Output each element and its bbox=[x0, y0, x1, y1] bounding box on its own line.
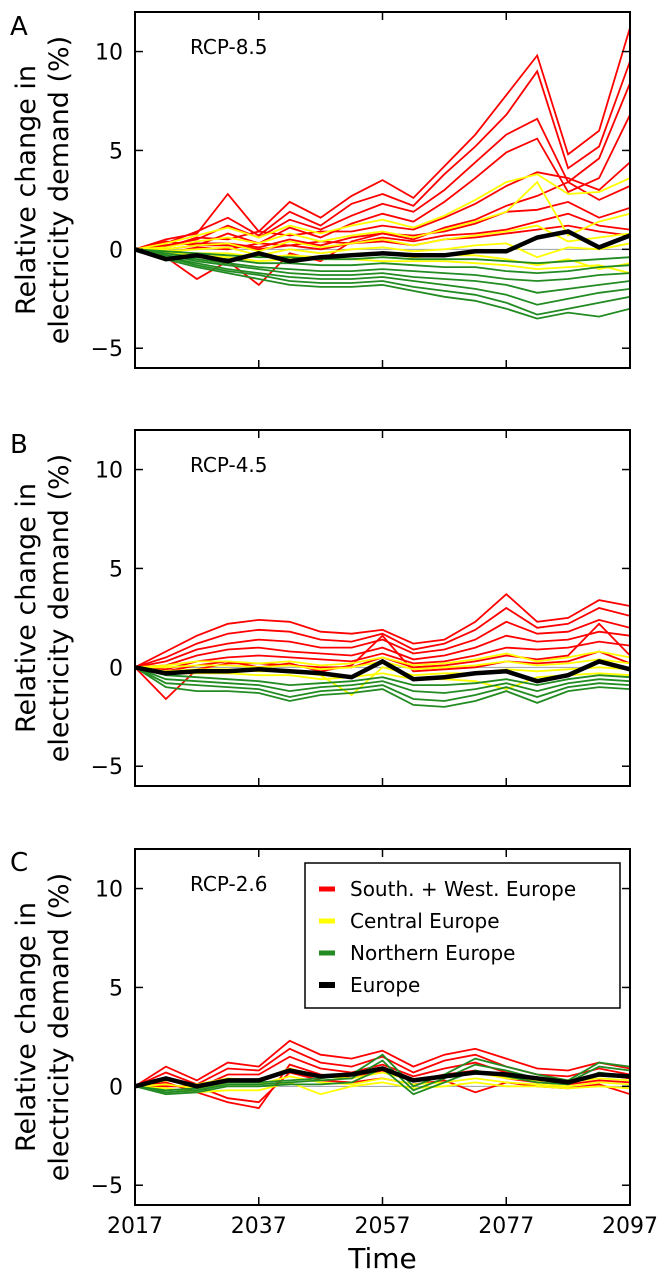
legend-label: Central Europe bbox=[350, 909, 500, 933]
series-line-south-west-europe-3 bbox=[135, 114, 630, 251]
series-group bbox=[135, 592, 630, 708]
series-line-south-west-europe-1 bbox=[135, 1047, 630, 1088]
y-axis-label-line-2: electricity demand (%) bbox=[44, 36, 75, 344]
scenario-annotation: RCP-2.6 bbox=[190, 872, 268, 896]
y-tick-label: −5 bbox=[91, 1174, 123, 1199]
panel-letter: C bbox=[10, 848, 28, 878]
scenario-annotation: RCP-4.5 bbox=[190, 453, 268, 477]
series-line-northern-europe-13 bbox=[135, 666, 630, 702]
series-line-south-west-europe-0 bbox=[135, 592, 630, 669]
series-line-northern-europe-21 bbox=[135, 248, 630, 320]
series-line-europe-11 bbox=[134, 1066, 631, 1089]
x-tick-label: 2097 bbox=[602, 1214, 658, 1239]
y-tick-label: 0 bbox=[109, 1075, 123, 1100]
plot-frame bbox=[134, 429, 631, 787]
series-line-south-west-europe-4 bbox=[135, 640, 630, 671]
series-line-northern-europe-15 bbox=[135, 248, 630, 265]
scenario-annotation: RCP-8.5 bbox=[190, 35, 268, 59]
series-line-central-europe-7 bbox=[135, 650, 630, 669]
series-group bbox=[135, 1039, 630, 1110]
series-line-northern-europe-14 bbox=[135, 666, 630, 708]
y-axis-label-line-1: Relative change in bbox=[11, 483, 42, 733]
series-line-central-europe-11 bbox=[135, 224, 630, 253]
series-line-south-west-europe-2 bbox=[135, 82, 630, 251]
series-line-south-west-europe-8 bbox=[135, 224, 630, 251]
panel-b: −5 0 5 10 B RCP-4.5 Relative change in electric… bbox=[10, 429, 631, 787]
x-axis-label: Time bbox=[347, 1242, 417, 1275]
y-axis-label-line-2: electricity demand (%) bbox=[44, 454, 75, 762]
x-tick-label: 2017 bbox=[107, 1214, 163, 1239]
y-axis-label-line-2: electricity demand (%) bbox=[44, 873, 75, 1181]
series-line-central-europe-12 bbox=[135, 242, 630, 259]
series-line-central-europe-9 bbox=[135, 173, 630, 251]
legend-label: Northern Europe bbox=[350, 941, 515, 965]
series-line-south-west-europe-0 bbox=[135, 1039, 630, 1088]
series-line-northern-europe-19 bbox=[135, 248, 630, 306]
series-line-south-west-europe-1 bbox=[135, 61, 630, 251]
series-line-central-europe-7 bbox=[135, 1081, 630, 1096]
y-tick-label: −5 bbox=[91, 755, 123, 780]
series-line-northern-europe-11 bbox=[135, 666, 630, 687]
y-tick-label: 5 bbox=[109, 557, 123, 582]
series-line-south-west-europe-3 bbox=[135, 630, 630, 669]
series-line-south-west-europe-2 bbox=[135, 618, 630, 669]
series-line-northern-europe-17 bbox=[135, 248, 630, 282]
y-tick-label: 10 bbox=[95, 878, 123, 903]
series-line-europe-15 bbox=[134, 658, 631, 684]
y-tick-label: 0 bbox=[109, 656, 123, 681]
y-tick-label: −5 bbox=[91, 337, 123, 362]
panel-c: −5 0 5 10 2017 2037 2057 2077 2097 C RCP-2.6 Relati… bbox=[10, 848, 658, 1275]
legend-label: South. + West. Europe bbox=[350, 877, 576, 901]
y-axis-label-line-1: Relative change in bbox=[11, 65, 42, 315]
y-tick-label: 10 bbox=[95, 459, 123, 484]
y-axis-label-line-1: Relative change in bbox=[11, 902, 42, 1152]
legend-box bbox=[304, 862, 621, 1009]
panel-letter: B bbox=[10, 430, 28, 460]
panel-a: −5 0 5 10 A RCP-8.5 Relative change in electric… bbox=[10, 11, 631, 369]
series-line-northern-europe-20 bbox=[135, 248, 630, 316]
series-group bbox=[135, 27, 630, 320]
legend: South. + West. Europe Central Europe North… bbox=[304, 862, 621, 1009]
series-line-europe-22 bbox=[134, 229, 631, 264]
series-line-south-west-europe-6 bbox=[135, 634, 630, 673]
x-tick-label: 2037 bbox=[231, 1214, 287, 1239]
series-line-central-europe-10 bbox=[135, 180, 630, 251]
x-tick-label: 2077 bbox=[478, 1214, 534, 1239]
y-tick-label: 5 bbox=[109, 976, 123, 1001]
series-line-south-west-europe-0 bbox=[135, 27, 630, 251]
series-line-northern-europe-12 bbox=[135, 666, 630, 694]
y-tick-label: 5 bbox=[109, 139, 123, 164]
series-line-northern-europe-18 bbox=[135, 248, 630, 294]
series-line-south-west-europe-1 bbox=[135, 606, 630, 669]
panel-letter: A bbox=[10, 12, 28, 42]
y-tick-label: 0 bbox=[109, 238, 123, 263]
y-tick-label: 10 bbox=[95, 41, 123, 66]
series-line-central-europe-14 bbox=[135, 248, 630, 274]
legend-label: Europe bbox=[350, 973, 420, 997]
x-tick-label: 2057 bbox=[355, 1214, 411, 1239]
